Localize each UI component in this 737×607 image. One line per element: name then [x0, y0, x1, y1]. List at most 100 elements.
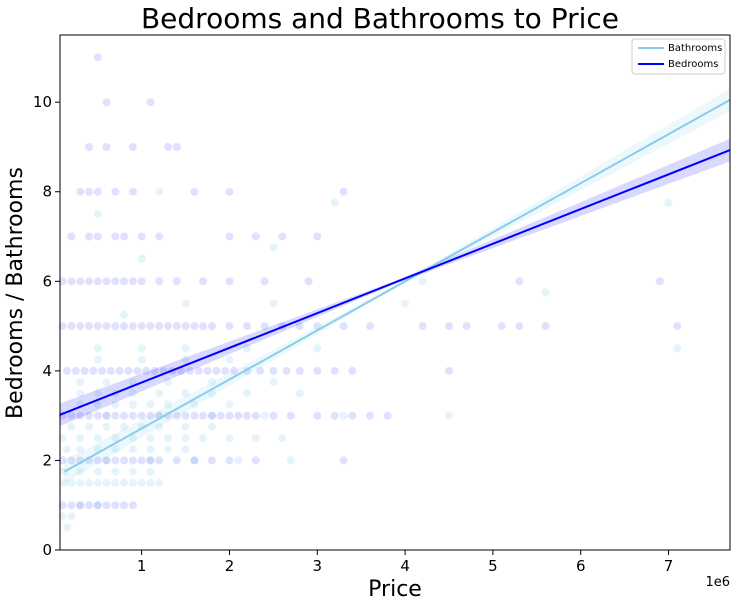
y-tick-label: 2	[42, 451, 52, 469]
bedrooms-point	[203, 366, 212, 375]
bedrooms-point	[243, 411, 251, 420]
bedrooms-point	[304, 277, 313, 286]
bedrooms-point	[172, 277, 181, 286]
bathrooms-point	[93, 434, 102, 442]
bedrooms-point	[225, 322, 234, 331]
bedrooms-point	[93, 53, 102, 62]
bedrooms-point	[128, 322, 137, 331]
bedrooms-point	[445, 366, 453, 375]
bedrooms-point	[58, 501, 67, 510]
y-tick-label: 6	[42, 272, 52, 290]
bedrooms-point	[85, 143, 93, 151]
bedrooms-point	[348, 366, 357, 375]
bedrooms-point	[128, 501, 137, 510]
bedrooms-point	[190, 456, 199, 465]
bathrooms-point	[146, 478, 155, 487]
bathrooms-point	[664, 198, 673, 207]
plot-background	[60, 35, 730, 550]
bedrooms-point	[462, 322, 471, 331]
bedrooms-point	[93, 187, 102, 196]
bedrooms-point	[137, 322, 146, 331]
x-axis: 1 2 3 4 5 6 7	[137, 550, 673, 575]
plot-area	[58, 34, 731, 551]
bathrooms-point	[181, 389, 190, 398]
bedrooms-point	[251, 411, 260, 420]
bathrooms-point	[181, 434, 190, 442]
bedrooms-point	[199, 411, 208, 420]
bedrooms-point	[142, 366, 151, 375]
bathrooms-point	[102, 478, 111, 487]
plot-frame	[59, 34, 731, 551]
bedrooms-point	[146, 98, 155, 107]
bedrooms-point	[111, 456, 120, 465]
bathrooms-point	[418, 277, 427, 286]
bedrooms-point	[85, 322, 93, 331]
bathrooms-point	[155, 389, 164, 398]
bathrooms-point	[181, 344, 190, 353]
bedrooms-point	[120, 411, 129, 420]
bathrooms-point	[102, 411, 111, 420]
bathrooms-point	[190, 400, 199, 409]
bedrooms-point	[172, 322, 181, 331]
bedrooms-point	[85, 501, 93, 510]
bedrooms-point	[124, 366, 133, 375]
bathrooms-point	[128, 445, 137, 454]
legend: Bathrooms Bedrooms	[631, 38, 726, 75]
bedrooms-regression-line	[59, 149, 731, 416]
bathrooms-point	[234, 456, 243, 465]
bathrooms-point	[225, 400, 234, 409]
bathrooms-point	[111, 478, 120, 487]
x-tick-label: 7	[664, 557, 674, 575]
bathrooms-point	[63, 523, 71, 532]
bedrooms-point	[330, 366, 339, 375]
bathrooms-point	[67, 422, 76, 431]
bathrooms-point	[67, 512, 76, 521]
bedrooms-point	[98, 366, 107, 375]
bathrooms-point	[120, 478, 129, 487]
bathrooms-point	[63, 445, 71, 454]
bedrooms-point	[111, 411, 120, 420]
x-tick-label: 6	[576, 557, 586, 575]
bathrooms-point	[445, 411, 453, 420]
bathrooms-point	[146, 400, 155, 409]
bathrooms-point	[137, 478, 146, 487]
bathrooms-point	[225, 355, 234, 364]
bathrooms-point	[164, 400, 172, 409]
bedrooms-point	[207, 456, 216, 465]
bathrooms-point	[243, 344, 251, 353]
bedrooms-point	[339, 456, 348, 465]
bedrooms-point	[128, 411, 137, 420]
bedrooms-point	[221, 366, 230, 375]
bathrooms-point	[111, 445, 120, 454]
bedrooms-point	[207, 411, 216, 420]
bathrooms-point	[93, 467, 102, 476]
bathrooms-point	[269, 243, 278, 252]
bedrooms-point	[418, 322, 427, 331]
bathrooms-point	[76, 389, 85, 398]
bedrooms-point	[313, 232, 322, 241]
bathrooms-point	[146, 434, 155, 442]
bedrooms-point	[269, 411, 278, 420]
bedrooms-point	[120, 232, 129, 241]
bedrooms-point	[106, 366, 115, 375]
bedrooms-point	[655, 277, 664, 286]
bedrooms-point	[146, 411, 155, 420]
bathrooms-point	[76, 378, 85, 387]
bedrooms-point	[383, 411, 392, 420]
bathrooms-point	[120, 310, 129, 319]
bathrooms-point	[199, 434, 208, 442]
bedrooms-point	[63, 366, 71, 375]
bedrooms-point	[133, 366, 142, 375]
bedrooms-point	[58, 322, 67, 331]
bedrooms-point	[93, 411, 102, 420]
bathrooms-point	[102, 456, 111, 465]
bedrooms-point	[155, 232, 164, 241]
bathrooms-point	[278, 434, 287, 442]
bedrooms-point	[102, 277, 111, 286]
bathrooms-point	[207, 422, 216, 431]
x-offset-label: 1e6	[705, 575, 730, 590]
bedrooms-point	[330, 411, 339, 420]
bathrooms-point	[85, 422, 93, 431]
bathrooms-point	[128, 400, 137, 409]
bathrooms-point	[251, 434, 260, 442]
